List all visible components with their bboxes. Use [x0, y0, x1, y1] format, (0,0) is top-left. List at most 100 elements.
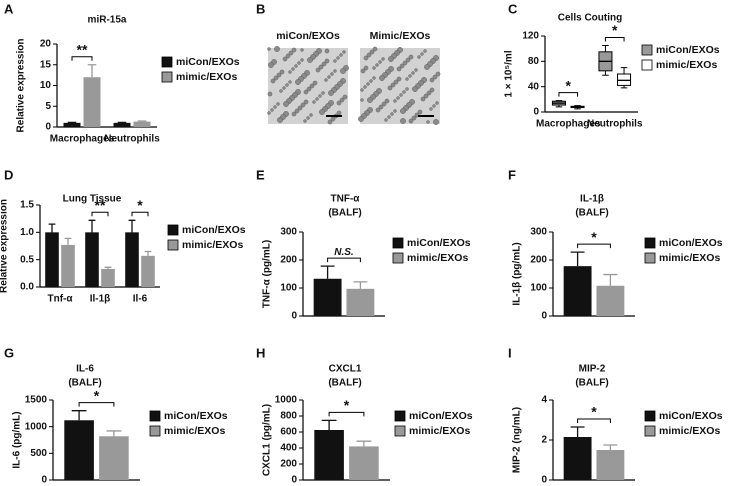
- cell: [283, 101, 289, 107]
- error-bar: [87, 64, 97, 78]
- significance-label: **: [95, 197, 106, 213]
- y-tick-label: 0: [533, 107, 539, 118]
- cell: [396, 96, 400, 100]
- bar: [61, 244, 75, 287]
- cell: [309, 113, 313, 117]
- bar: [99, 436, 129, 480]
- cell: [387, 85, 393, 91]
- y-tick-label: 100: [530, 283, 547, 294]
- significance-bracket: [327, 257, 361, 263]
- error-bar: [356, 440, 372, 447]
- y-tick-label: 80: [528, 56, 540, 67]
- y-tick-label: 40: [528, 81, 540, 92]
- legend-swatch: [644, 237, 656, 249]
- y-tick-label: 1000: [275, 395, 298, 406]
- y-tick-label: 200: [280, 255, 297, 266]
- panel-letter: E: [256, 167, 265, 182]
- bar: [141, 255, 155, 287]
- y-tick-label: 20: [40, 39, 52, 50]
- y-tick-label: 0: [291, 311, 297, 322]
- legend-swatch: [644, 425, 656, 437]
- error-bar: [71, 410, 87, 421]
- cell: [412, 86, 418, 92]
- cell: [378, 60, 382, 64]
- cell: [307, 57, 313, 63]
- cell: [291, 67, 295, 71]
- y-tick-label: 1.5: [20, 200, 34, 211]
- legend-label: miCon/EXOs: [176, 56, 240, 68]
- y-tick-label: 15: [40, 59, 52, 70]
- bar: [83, 77, 101, 127]
- significance-bracket: [558, 92, 579, 97]
- cell: [363, 85, 367, 89]
- cell: [402, 90, 406, 94]
- cell: [319, 109, 325, 115]
- x-tick-label: Il-1β: [90, 294, 111, 305]
- bar: [85, 232, 99, 287]
- cell: [393, 109, 397, 113]
- cell: [375, 107, 381, 113]
- error-bar: [106, 430, 122, 437]
- cell: [327, 119, 333, 125]
- significance-bracket: [328, 411, 365, 417]
- y-tick-label: 1500: [25, 395, 48, 406]
- y-axis-label: TNF-α (pg/mL): [262, 240, 273, 308]
- cell: [291, 47, 297, 53]
- y-axis-label: CXCL1 (pg/mL): [262, 404, 273, 476]
- legend-swatch: [394, 410, 406, 422]
- cell: [306, 86, 312, 92]
- chart-title: Cells Couting: [558, 13, 622, 24]
- cell: [321, 61, 327, 67]
- panel-letter: F: [508, 167, 516, 182]
- significance-label: **: [77, 41, 88, 57]
- legend-label: mimic/EXOs: [409, 425, 470, 437]
- cell: [295, 79, 301, 85]
- bar: [313, 278, 342, 316]
- legend-swatch: [641, 59, 653, 71]
- y-axis-label: Relative expression: [0, 199, 10, 293]
- chart-title: Lung Tissue: [63, 194, 122, 205]
- cell: [366, 52, 372, 58]
- error-bar: [104, 266, 112, 269]
- significance-bracket: [604, 37, 625, 42]
- error-bar: [570, 251, 585, 267]
- cell: [363, 65, 369, 71]
- legend-swatch: [167, 224, 179, 236]
- cell: [336, 56, 340, 60]
- chart-title: CXCL1: [329, 364, 362, 375]
- significance-bracket: [71, 56, 93, 61]
- y-tick-label: 10: [40, 80, 52, 91]
- micrograph: [360, 48, 440, 124]
- cell: [328, 90, 334, 96]
- x-tick-label: Il-6: [133, 294, 148, 305]
- y-tick-label: 0: [41, 475, 47, 486]
- cell: [384, 118, 388, 122]
- image-label: Mimic/EXOs: [370, 30, 431, 42]
- cell: [417, 55, 421, 59]
- cell: [276, 72, 282, 78]
- cell: [402, 60, 408, 66]
- chart-title: IL-1β: [580, 194, 604, 205]
- cell: [429, 87, 435, 93]
- legend-label: mimic/EXOs: [176, 71, 237, 83]
- chart-subtitle: (BALF): [328, 378, 361, 389]
- y-tick-label: 0: [541, 475, 547, 486]
- cell: [324, 78, 328, 82]
- cell: [300, 48, 304, 52]
- y-axis-label: MIP-2 (ng/mL): [512, 407, 523, 473]
- legend-swatch: [392, 237, 404, 249]
- error-bar: [603, 444, 618, 450]
- legend-swatch: [394, 425, 406, 437]
- cell: [321, 91, 325, 95]
- cell: [279, 89, 283, 93]
- cell: [390, 82, 396, 88]
- cell: [432, 74, 438, 80]
- chart-title: TNF-α: [331, 194, 361, 205]
- cell: [411, 115, 417, 121]
- panel-letter: G: [4, 345, 14, 360]
- chart-subtitle: (BALF): [575, 378, 608, 389]
- y-tick-label: 800: [280, 411, 297, 422]
- cell: [390, 112, 394, 116]
- legend-swatch: [644, 410, 656, 422]
